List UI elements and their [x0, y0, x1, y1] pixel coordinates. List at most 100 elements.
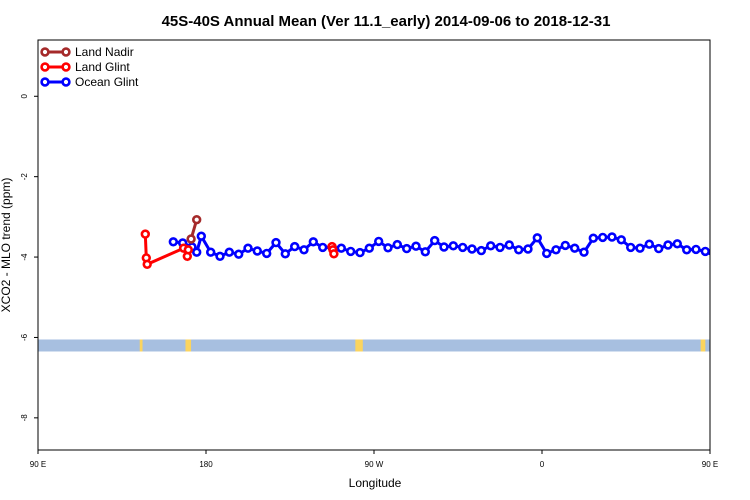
x-axis: 90 E 180 90 W 0 90 E [30, 450, 718, 469]
legend-swatch-marker [40, 47, 50, 57]
point-ocean-glint [374, 236, 384, 247]
point-ocean-glint [308, 237, 318, 247]
point-ocean-glint [392, 239, 402, 250]
point-ocean-glint [346, 246, 356, 257]
point-land-glint [142, 259, 152, 269]
series-land-glint [140, 229, 730, 269]
legend-swatch-marker [61, 77, 71, 87]
point-ocean-glint [192, 247, 202, 257]
x-tick-label: 90 E [30, 460, 46, 469]
legend-item-ocean-glint: Ocean Glint [40, 75, 139, 89]
series-line-land-glint-2 [724, 234, 726, 264]
point-ocean-glint [672, 239, 682, 249]
point-land-glint [183, 245, 194, 255]
y-axis-label: XCO2 - MLO trend (ppm) [0, 178, 13, 313]
legend-item-land-glint: Land Glint [40, 60, 130, 74]
point-ocean-glint [616, 235, 626, 245]
legend-swatch-marker [40, 77, 50, 87]
x-axis-label: Longitude [349, 476, 402, 490]
point-ocean-glint [402, 243, 412, 254]
y-tick-label: -6 [20, 333, 29, 341]
point-ocean-glint [467, 244, 477, 254]
point-ocean-glint [318, 242, 328, 253]
point-ocean-glint [299, 245, 309, 255]
series-ocean-glint [168, 231, 746, 261]
point-ocean-glint [739, 250, 746, 257]
point-ocean-glint [730, 250, 737, 257]
point-land-glint [722, 255, 729, 262]
point-ocean-glint [663, 240, 673, 250]
surface-band [38, 339, 710, 352]
series-land-nadir [186, 215, 202, 244]
point-ocean-glint [588, 233, 598, 243]
y-tick-label: -8 [20, 414, 29, 422]
point-ocean-glint [262, 248, 272, 259]
x-tick-label: 180 [199, 460, 213, 469]
point-ocean-glint [532, 233, 542, 243]
legend-label: Ocean Glint [75, 75, 139, 89]
point-ocean-glint [541, 248, 552, 259]
point-ocean-glint [560, 240, 570, 251]
land-band-0 [139, 339, 143, 352]
point-ocean-glint [430, 235, 440, 246]
x-tick-label: 90 W [365, 460, 384, 469]
point-ocean-glint [196, 231, 207, 241]
point-ocean-glint [439, 242, 449, 252]
legend-swatch-marker [40, 62, 50, 72]
point-ocean-glint [513, 245, 524, 255]
point-ocean-glint [336, 243, 346, 253]
point-land-glint [140, 229, 151, 239]
point-ocean-glint [290, 241, 300, 252]
point-ocean-glint [569, 243, 580, 253]
land-band-2 [355, 339, 363, 352]
point-ocean-glint [700, 246, 710, 257]
y-tick-label: -4 [20, 253, 29, 261]
point-ocean-glint [551, 245, 561, 255]
point-land-glint [329, 249, 339, 259]
point-ocean-glint [420, 247, 430, 257]
point-ocean-glint [691, 244, 701, 255]
point-ocean-glint [721, 247, 728, 254]
point-land-glint [721, 231, 728, 238]
legend-label: Land Nadir [75, 45, 134, 59]
point-ocean-glint [486, 241, 496, 251]
legend-item-land-nadir: Land Nadir [40, 45, 134, 59]
point-ocean-glint [476, 245, 486, 256]
point-ocean-glint [504, 240, 514, 250]
point-ocean-glint [271, 237, 281, 248]
x-tick-label: 0 [540, 460, 545, 469]
ocean-band [38, 339, 710, 352]
point-ocean-glint [411, 241, 421, 251]
land-band-1 [185, 339, 192, 352]
point-ocean-glint [458, 242, 468, 253]
point-ocean-glint [243, 243, 253, 253]
point-land-glint [723, 261, 730, 268]
y-axis: 0 -2 -4 -6 -8 [20, 94, 38, 422]
point-ocean-glint [495, 242, 505, 253]
point-ocean-glint [383, 243, 393, 253]
point-ocean-glint [523, 244, 533, 254]
point-ocean-glint [206, 247, 216, 257]
legend-swatch-marker [61, 47, 71, 57]
point-ocean-glint [635, 243, 645, 253]
point-land-nadir [192, 215, 202, 225]
point-ocean-glint [644, 239, 654, 249]
point-ocean-glint [280, 249, 290, 259]
point-ocean-glint [711, 253, 718, 260]
y-tick-label: -2 [20, 173, 29, 181]
land-band-3 [700, 339, 706, 352]
point-ocean-glint [364, 243, 374, 253]
series-layer [140, 215, 746, 269]
point-ocean-glint [625, 242, 636, 253]
point-ocean-glint [252, 246, 262, 256]
point-ocean-glint [168, 237, 179, 247]
point-ocean-glint [597, 232, 608, 243]
point-ocean-glint [215, 251, 225, 261]
x-tick-label: 90 E [702, 460, 718, 469]
point-ocean-glint [681, 245, 692, 255]
point-ocean-glint [653, 243, 664, 254]
point-ocean-glint [579, 247, 589, 257]
point-ocean-glint [355, 247, 365, 258]
